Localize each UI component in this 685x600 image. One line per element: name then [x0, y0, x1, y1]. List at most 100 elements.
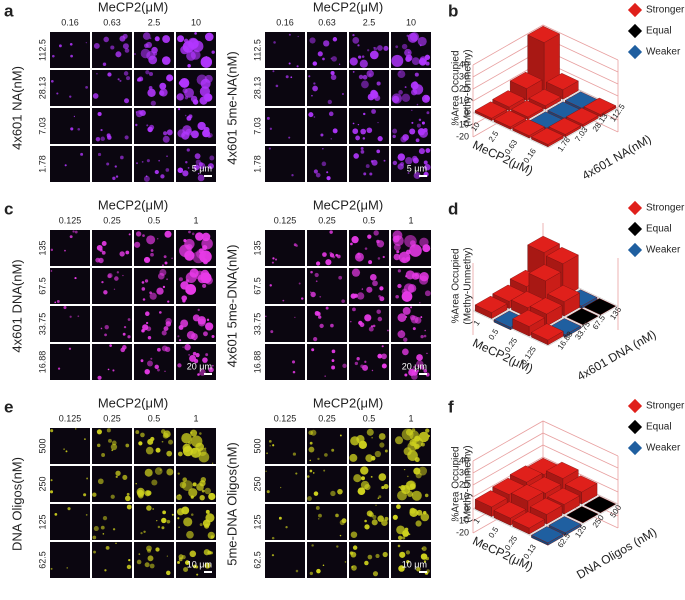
droplet — [416, 509, 423, 516]
droplet — [201, 237, 213, 250]
droplet — [397, 269, 401, 273]
droplet — [159, 468, 162, 471]
panel-letter: d — [448, 199, 458, 218]
droplet — [143, 175, 150, 182]
droplet — [369, 273, 377, 281]
row-label: 500 — [37, 438, 47, 453]
row-label: 7.03 — [252, 117, 262, 135]
droplet — [353, 153, 359, 159]
droplet — [331, 448, 335, 452]
droplet — [124, 135, 129, 140]
micrograph-cell — [50, 344, 90, 380]
droplet — [100, 128, 103, 132]
droplet — [155, 547, 160, 552]
z-tick-label: 30 — [459, 467, 469, 477]
droplet — [368, 260, 373, 265]
grid-title: MeCP2(μM) — [313, 0, 383, 14]
bar — [548, 117, 582, 138]
droplet — [424, 329, 426, 332]
droplet — [401, 536, 406, 540]
droplet — [355, 135, 361, 141]
droplet — [409, 128, 416, 135]
micrograph-cell — [92, 146, 132, 182]
droplet — [351, 268, 361, 277]
bar-top — [474, 490, 508, 508]
droplet — [270, 330, 274, 334]
droplet — [199, 495, 205, 501]
grid-y-label: 4x601 5me-NA(nM) — [224, 51, 239, 164]
bar — [474, 295, 508, 319]
droplet — [378, 433, 386, 440]
droplet — [295, 472, 298, 475]
droplet — [413, 246, 415, 248]
grid-title: MeCP2(μM) — [313, 395, 383, 410]
micrograph-cell — [349, 146, 389, 182]
bar — [474, 101, 508, 121]
droplet — [194, 153, 201, 160]
droplet — [50, 248, 54, 252]
droplet — [195, 565, 199, 569]
droplet — [420, 316, 423, 319]
droplet — [103, 36, 109, 43]
y-axis-title: 4x601 DNA (nM) — [575, 327, 659, 383]
droplet — [100, 136, 105, 142]
droplet — [339, 434, 342, 437]
droplet — [176, 93, 184, 101]
droplet — [352, 37, 360, 44]
grid-title: MeCP2(μM) — [98, 395, 168, 410]
droplet — [134, 53, 136, 55]
droplet — [376, 309, 381, 314]
droplet — [95, 257, 101, 263]
droplet — [157, 368, 160, 372]
droplet — [326, 176, 331, 181]
droplet — [352, 33, 355, 37]
droplet — [182, 445, 194, 457]
bar-top — [493, 110, 527, 128]
droplet — [177, 335, 180, 338]
droplet — [205, 322, 214, 331]
droplet — [323, 469, 326, 472]
bar-top — [510, 484, 544, 502]
droplet — [268, 147, 271, 150]
droplet — [101, 241, 107, 246]
legend-swatch — [627, 23, 643, 39]
bar-top — [510, 100, 544, 118]
droplet — [145, 41, 153, 49]
droplet — [109, 344, 112, 347]
droplet — [401, 43, 408, 50]
droplet — [313, 82, 316, 85]
bar-top — [527, 235, 561, 253]
droplet — [327, 99, 332, 105]
droplet — [313, 337, 318, 342]
droplet — [296, 65, 299, 68]
droplet — [331, 365, 336, 370]
droplet — [364, 483, 371, 491]
micrograph-cell — [265, 542, 305, 578]
droplet — [151, 479, 158, 486]
droplet — [144, 562, 150, 568]
column-label: 1 — [193, 413, 198, 423]
droplet — [188, 230, 191, 234]
micrograph-cell — [50, 230, 90, 266]
droplet — [68, 347, 72, 350]
grid-title: MeCP2(μM) — [98, 197, 168, 212]
droplet — [351, 565, 354, 568]
droplet — [178, 277, 183, 282]
droplet — [392, 134, 396, 139]
droplet — [138, 553, 141, 556]
droplet — [418, 118, 422, 122]
droplet — [419, 302, 421, 304]
scale-bar-label: 20 μm — [402, 361, 427, 371]
row-label: 28.13 — [37, 77, 47, 100]
scale-bar-label: 10 μm — [187, 559, 212, 569]
droplet — [331, 56, 337, 62]
droplet — [405, 156, 413, 165]
droplet — [418, 58, 427, 66]
row-label: 33.75 — [252, 313, 262, 336]
droplet — [358, 74, 364, 80]
droplet — [356, 253, 362, 259]
droplet — [154, 364, 159, 370]
droplet — [155, 447, 161, 453]
droplet — [161, 517, 167, 524]
droplet — [122, 33, 128, 39]
